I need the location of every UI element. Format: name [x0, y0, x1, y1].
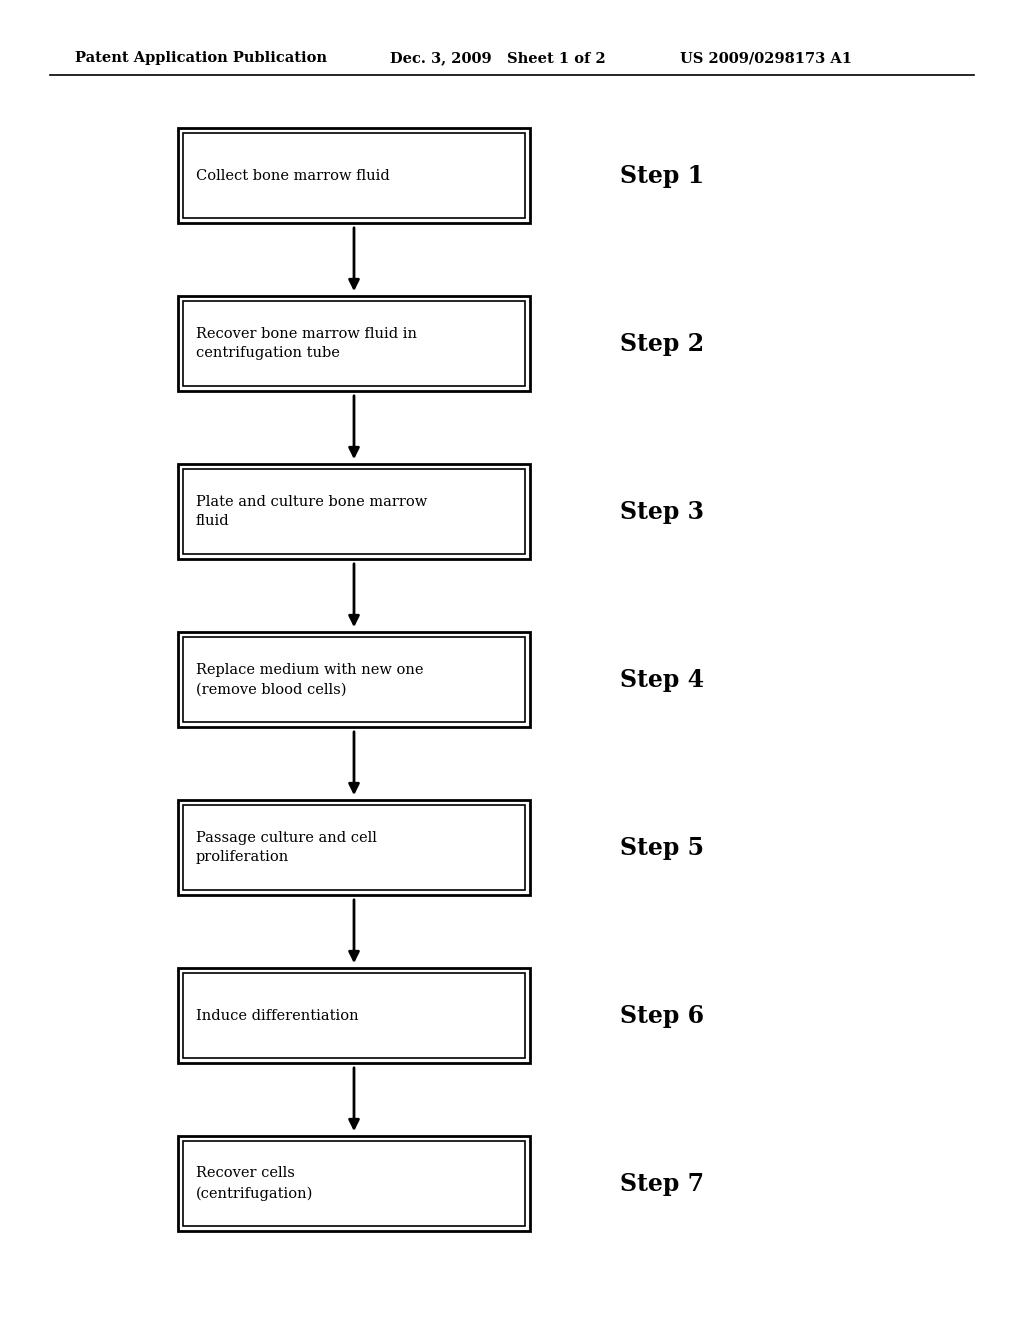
Text: Plate and culture bone marrow
fluid: Plate and culture bone marrow fluid: [196, 495, 427, 528]
Bar: [178, 1137, 530, 1232]
Bar: [178, 465, 530, 558]
Bar: [178, 800, 530, 895]
Text: Replace medium with new one
(remove blood cells): Replace medium with new one (remove bloo…: [196, 663, 424, 696]
Text: Recover cells
(centrifugation): Recover cells (centrifugation): [196, 1167, 313, 1201]
Text: Collect bone marrow fluid: Collect bone marrow fluid: [196, 169, 390, 182]
Text: Induce differentiation: Induce differentiation: [196, 1008, 358, 1023]
Text: Step 1: Step 1: [620, 164, 705, 187]
Text: Recover bone marrow fluid in
centrifugation tube: Recover bone marrow fluid in centrifugat…: [196, 327, 417, 360]
Text: Step 5: Step 5: [620, 836, 705, 859]
Bar: [178, 968, 530, 1063]
Bar: [183, 973, 525, 1059]
Text: Step 4: Step 4: [620, 668, 705, 692]
Text: Passage culture and cell
proliferation: Passage culture and cell proliferation: [196, 830, 377, 865]
Text: Step 6: Step 6: [620, 1003, 705, 1027]
Bar: [183, 805, 525, 890]
Text: US 2009/0298173 A1: US 2009/0298173 A1: [680, 51, 852, 65]
Bar: [178, 296, 530, 391]
Text: Step 2: Step 2: [620, 331, 705, 355]
Bar: [183, 133, 525, 218]
Bar: [183, 1140, 525, 1226]
Text: Patent Application Publication: Patent Application Publication: [75, 51, 327, 65]
Text: Step 3: Step 3: [620, 499, 705, 524]
Bar: [178, 128, 530, 223]
Bar: [183, 469, 525, 554]
Bar: [183, 638, 525, 722]
Bar: [183, 301, 525, 385]
Text: Dec. 3, 2009   Sheet 1 of 2: Dec. 3, 2009 Sheet 1 of 2: [390, 51, 606, 65]
Text: Step 7: Step 7: [620, 1172, 705, 1196]
Bar: [178, 632, 530, 727]
